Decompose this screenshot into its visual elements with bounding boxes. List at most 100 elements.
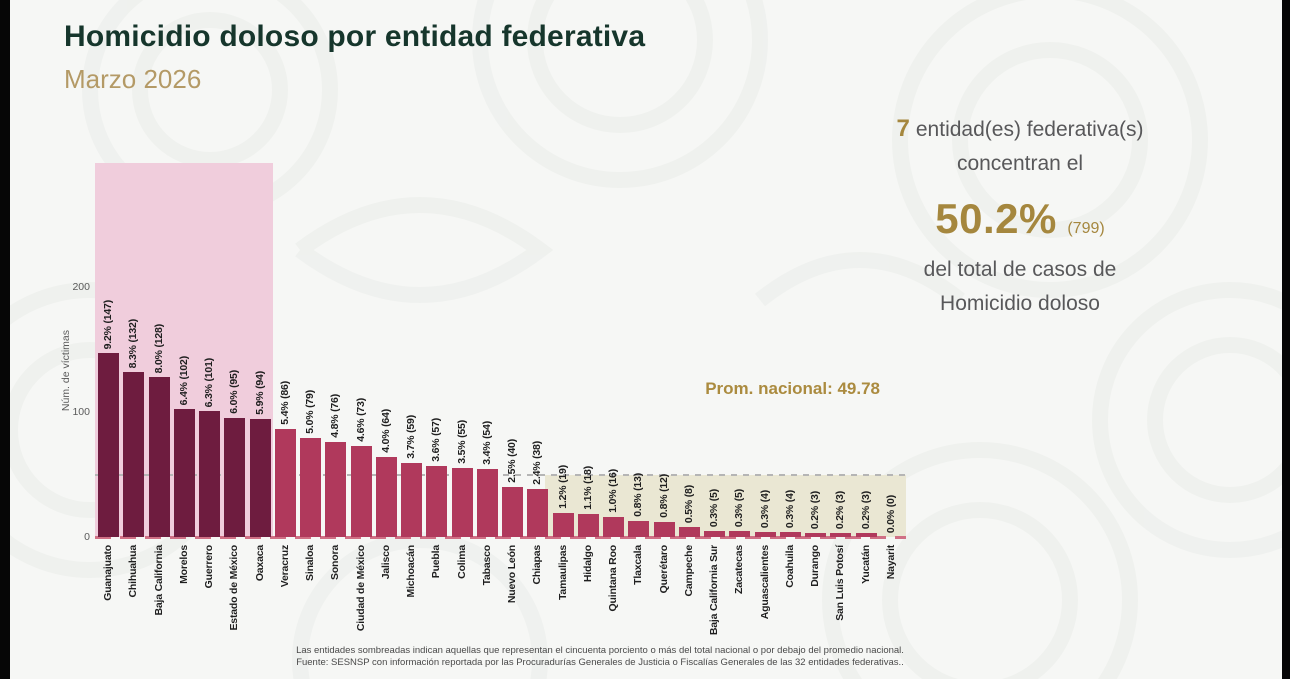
bar-state-label: Ciudad de México xyxy=(354,545,367,632)
summary-case-count: (799) xyxy=(1067,220,1105,237)
bar xyxy=(325,442,347,537)
bar-state-label: Guanajuato xyxy=(102,545,114,601)
bar-value-label: 0.8% (12) xyxy=(657,474,670,518)
bar xyxy=(577,514,599,537)
bar-state-label: Yucatán xyxy=(859,545,872,584)
bar-state-label: Tlaxcala xyxy=(632,545,645,585)
summary-entity-text: entidad(es) federativa(s) xyxy=(915,118,1144,141)
bar-value-label: 9.2% (147) xyxy=(102,299,114,349)
bar-value-label: 0.2% (3) xyxy=(809,490,821,529)
bar-value-label: 2.5% (40) xyxy=(506,439,518,483)
bar-state-label: Nayarit xyxy=(884,545,897,580)
bar-state-label: Jalisco xyxy=(379,545,392,580)
shaded-region-below-average xyxy=(545,475,906,537)
page-title: Homicidio doloso por entidad federativa xyxy=(64,20,646,53)
bar xyxy=(527,489,549,537)
bar-state-label: Zacatecas xyxy=(733,545,746,594)
bar-value-label: 6.0% (95) xyxy=(228,370,241,414)
national-average-line xyxy=(95,474,906,476)
bar xyxy=(350,446,372,537)
bar xyxy=(173,409,195,537)
bar-value-label: 6.3% (101) xyxy=(203,357,215,407)
bar-state-label: Puebla xyxy=(430,545,443,579)
bar-state-label: Estado de México xyxy=(228,545,241,631)
bar-value-label: 1.0% (16) xyxy=(607,469,619,513)
bar xyxy=(552,513,574,537)
bar xyxy=(274,429,296,537)
bar xyxy=(855,533,877,537)
y-axis-tick: 100 xyxy=(72,406,90,418)
bar-value-label: 3.6% (57) xyxy=(430,418,443,462)
bar-value-label: 0.3% (4) xyxy=(783,489,796,528)
y-axis-tick: 200 xyxy=(72,281,90,293)
x-axis-baseline xyxy=(95,536,906,539)
bar-state-label: Morelos xyxy=(177,545,190,584)
summary-line-5: Homicidio doloso xyxy=(940,292,1100,315)
bar-state-label: Durango xyxy=(809,545,821,587)
bar-value-label: 0.0% (0) xyxy=(884,494,897,533)
bar-value-label: 4.6% (73) xyxy=(354,398,367,442)
bar xyxy=(603,517,624,537)
bar-value-label: 2.4% (38) xyxy=(531,441,544,485)
bar-value-label: 0.5% (8) xyxy=(682,484,695,523)
bar xyxy=(148,377,170,537)
bar-state-label: Coahuila xyxy=(783,545,796,588)
summary-line-1: 7 entidad(es) federativa(s) xyxy=(852,112,1188,147)
summary-line-4: del total de casos de xyxy=(923,258,1117,281)
bar xyxy=(678,527,700,537)
bar-value-label: 5.0% (79) xyxy=(304,390,316,434)
y-axis-label: Núm. de víctimas xyxy=(60,330,72,412)
bar-value-label: 5.4% (86) xyxy=(278,381,291,425)
bar-state-label: Baja California xyxy=(152,545,165,616)
bar-state-label: Guerrero xyxy=(203,545,215,589)
bar-value-label: 5.9% (94) xyxy=(253,371,266,415)
bar xyxy=(199,411,220,537)
bar xyxy=(476,469,498,537)
bar-state-label: Chihuahua xyxy=(127,545,140,598)
bar-value-label: 0.2% (3) xyxy=(859,490,872,529)
bar-value-label: 6.4% (102) xyxy=(177,355,190,405)
bar-value-label: 0.3% (5) xyxy=(708,488,720,527)
bar-value-label: 3.7% (59) xyxy=(405,415,417,459)
bar xyxy=(653,522,675,537)
bar-state-label: Sinaloa xyxy=(304,545,316,581)
bar-state-label: Hidalgo xyxy=(581,545,594,583)
y-axis-tick: 0 xyxy=(84,531,90,543)
bar-value-label: 4.8% (76) xyxy=(329,394,342,438)
footnote-line-2: Fuente: SESNSP con información reportada… xyxy=(296,656,904,668)
bar xyxy=(779,532,801,537)
bar xyxy=(754,532,776,537)
bar-state-label: San Luis Potosí xyxy=(834,545,847,621)
bar xyxy=(123,372,145,537)
bar-state-label: Michoacán xyxy=(405,545,417,598)
bar xyxy=(830,533,852,537)
bar-value-label: 0.2% (3) xyxy=(834,490,847,529)
bar xyxy=(249,419,271,537)
bar-state-label: Tabasco xyxy=(480,545,493,586)
summary-panel: 7 entidad(es) federativa(s) concentran el… xyxy=(852,112,1188,321)
bar-state-label: Tamaulipas xyxy=(556,545,569,600)
summary-percentage-row: 50.2% (799) xyxy=(852,195,1188,243)
bar-value-label: 3.5% (55) xyxy=(455,420,468,464)
bar-state-label: Chiapas xyxy=(531,545,544,585)
bar-value-label: 0.8% (13) xyxy=(632,473,645,517)
bar xyxy=(426,466,448,537)
national-average-label: Prom. nacional: 49.78 xyxy=(705,379,880,398)
bar xyxy=(401,463,422,537)
bar-state-label: Campeche xyxy=(682,545,695,597)
bar-value-label: 0.3% (4) xyxy=(758,489,771,528)
bar xyxy=(628,521,650,537)
bar-value-label: 1.1% (18) xyxy=(581,466,594,510)
bar-value-label: 4.0% (64) xyxy=(379,409,392,453)
footnote: Las entidades sombreadas indican aquella… xyxy=(250,645,950,668)
bar-state-label: Nuevo León xyxy=(506,545,518,604)
bar-state-label: Sonora xyxy=(329,545,342,580)
summary-entity-count: 7 xyxy=(896,115,910,142)
bar-value-label: 8.0% (128) xyxy=(152,323,165,373)
bar-state-label: Quintana Roo xyxy=(607,545,619,612)
bar-state-label: Oaxaca xyxy=(253,545,266,582)
summary-percentage: 50.2% xyxy=(935,195,1057,242)
